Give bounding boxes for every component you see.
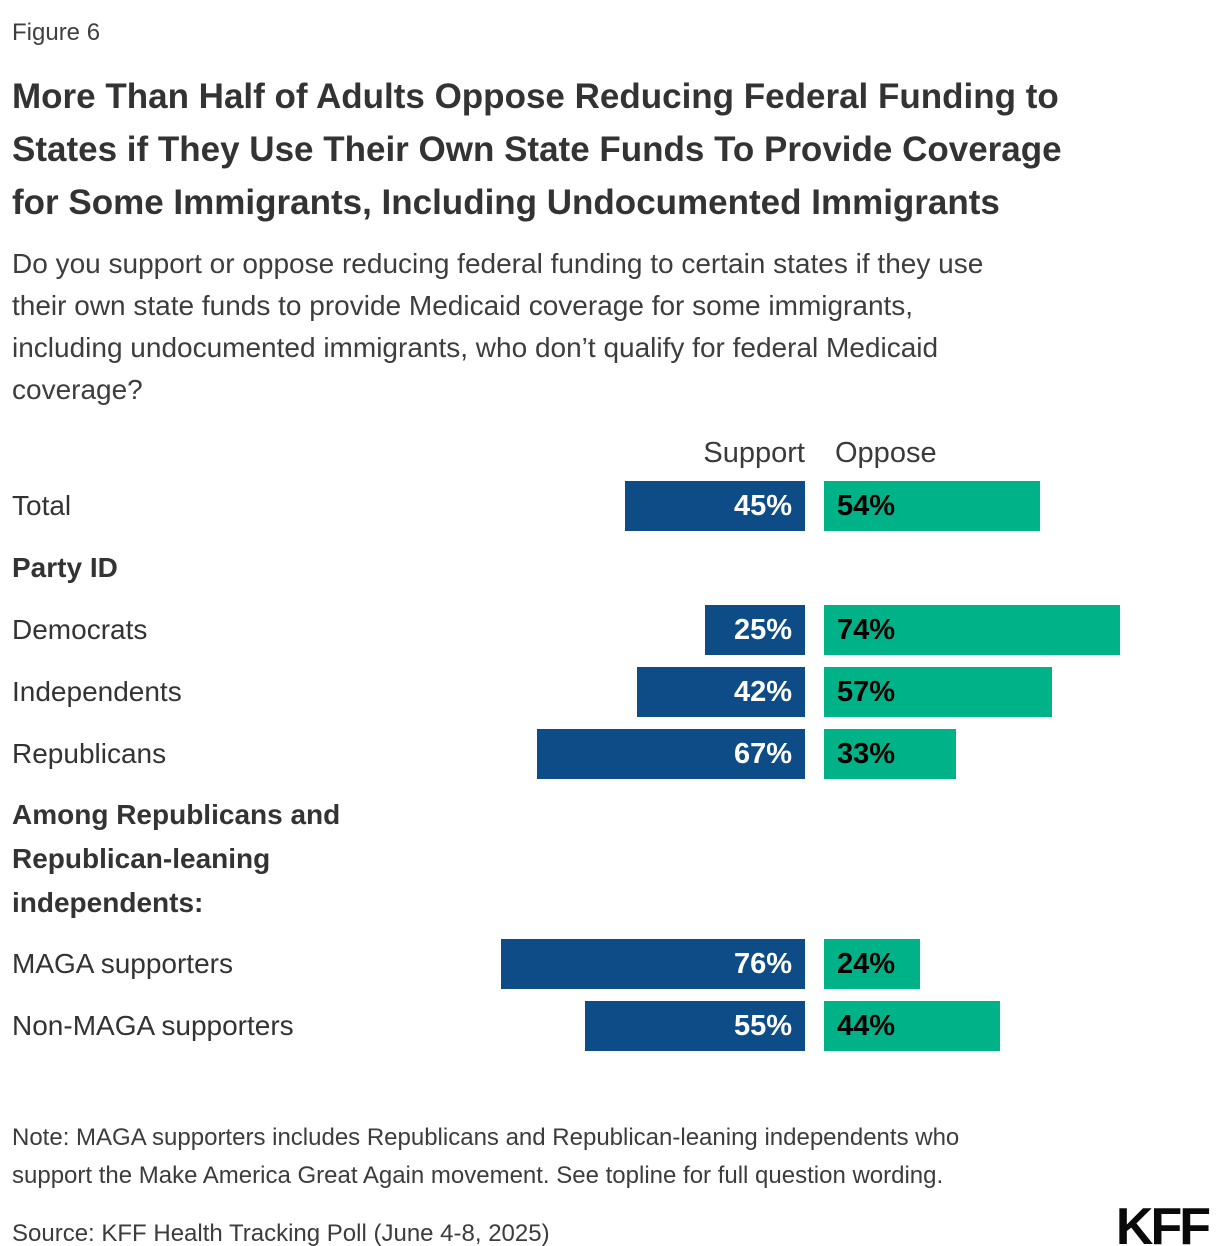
note-text-line: Note: MAGA supporters includes Republica… <box>12 1124 960 1151</box>
oppose-column-header: Oppose <box>835 437 937 469</box>
support-bar: 76% <box>501 939 805 989</box>
oppose-value-label: 24% <box>837 947 896 980</box>
row-label: Non-MAGA supporters <box>12 1010 294 1041</box>
oppose-value-label: 33% <box>837 737 896 770</box>
column-headers: Support Oppose <box>12 437 1208 475</box>
chart-subtitle-line: Do you support or oppose reducing federa… <box>12 248 984 279</box>
support-value-label: 67% <box>733 737 792 770</box>
source-row: Source: KFF Health Tracking Poll (June 4… <box>12 1198 1211 1246</box>
source-text: Source: KFF Health Tracking Poll (June 4… <box>12 1220 550 1246</box>
support-bar: 45% <box>625 481 805 531</box>
row-label: Independents <box>12 676 182 707</box>
support-column-header: Support <box>703 437 805 469</box>
section-header-label: Among Republicans and Republican-leaning… <box>12 799 341 918</box>
chart-title-line: States if They Use Their Own State Funds… <box>12 130 1062 169</box>
oppose-value-label: 54% <box>837 489 896 522</box>
chart-subtitle-line: coverage? <box>12 374 143 405</box>
chart-row: Non-MAGA supporters 55% 44% <box>12 995 1208 1057</box>
oppose-value-label: 44% <box>837 1009 896 1042</box>
oppose-bar: 74% <box>824 605 1120 655</box>
section-header-row: Among Republicans and Republican-leaning… <box>12 785 1208 933</box>
oppose-bar: 57% <box>824 667 1052 717</box>
support-bar: 55% <box>585 1001 805 1051</box>
chart-title-line: More Than Half of Adults Oppose Reducing… <box>12 77 1059 116</box>
note-text-line: support the Make America Great Again mov… <box>12 1162 944 1189</box>
row-label: Republicans <box>12 738 167 769</box>
chart-subtitle-line: their own state funds to provide Medicai… <box>12 290 914 321</box>
chart-row: Republicans 67% 33% <box>12 723 1208 785</box>
row-label: Democrats <box>12 614 148 645</box>
oppose-bar: 24% <box>824 939 920 989</box>
support-value-label: 55% <box>733 1009 792 1042</box>
figure-label: Figure 6 <box>12 19 101 46</box>
support-value-label: 45% <box>733 489 792 522</box>
section-header-row: Party ID <box>12 537 1208 599</box>
row-label: MAGA supporters <box>12 948 233 979</box>
oppose-bar: 54% <box>824 481 1040 531</box>
chart-rows: Total 45% 54% Party ID Democrats 25% 74% Indepe… <box>12 475 1208 1057</box>
support-bar: 67% <box>537 729 805 779</box>
support-value-label: 76% <box>733 947 792 980</box>
support-value-label: 25% <box>733 613 792 646</box>
paired-bar-chart: Support Oppose Total 45% 54% Party ID Democr… <box>12 437 1208 1057</box>
chart-subtitle-line: including undocumented immigrants, who d… <box>12 332 939 363</box>
note-text: Note: MAGA supporters includes Republica… <box>12 1119 1208 1195</box>
oppose-bar: 33% <box>824 729 956 779</box>
support-bar: 25% <box>705 605 805 655</box>
oppose-value-label: 57% <box>837 675 896 708</box>
support-value-label: 42% <box>733 675 792 708</box>
oppose-bar: 44% <box>824 1001 1000 1051</box>
chart-row: Independents 42% 57% <box>12 661 1208 723</box>
oppose-value-label: 74% <box>837 613 896 646</box>
section-header-label: Party ID <box>12 552 118 583</box>
row-label: Total <box>12 490 72 521</box>
chart-row: Total 45% 54% <box>12 475 1208 537</box>
chart-title-line: for Some Immigrants, Including Undocumen… <box>12 183 1000 222</box>
chart-subtitle: Do you support or oppose reducing federa… <box>12 243 1208 411</box>
support-bar: 42% <box>637 667 805 717</box>
chart-row: MAGA supporters 76% 24% <box>12 933 1208 995</box>
chart-title: More Than Half of Adults Oppose Reducing… <box>12 70 1208 229</box>
chart-row: Democrats 25% 74% <box>12 599 1208 661</box>
kff-logo: KFF <box>1115 1198 1211 1246</box>
